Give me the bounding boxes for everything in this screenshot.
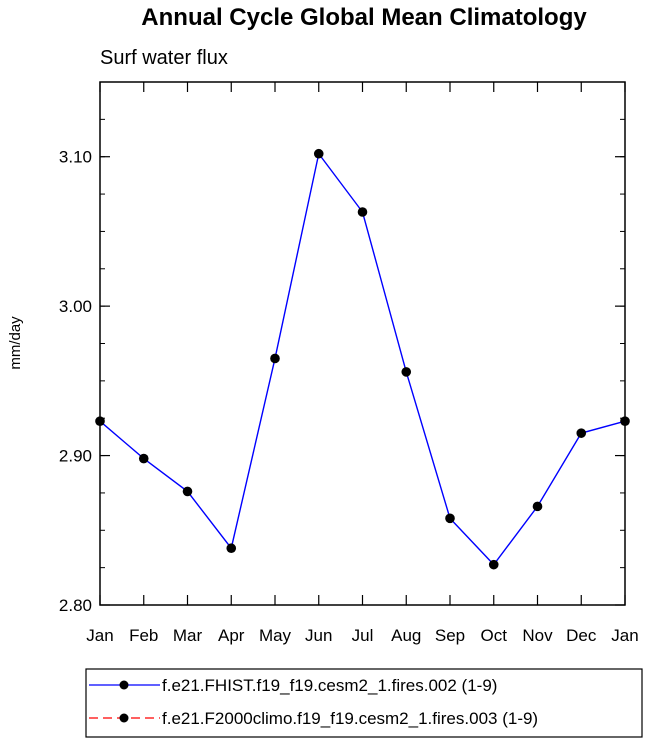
y-tick-label: 2.90 <box>59 447 92 466</box>
plot-frame <box>99 81 626 606</box>
data-point <box>313 148 324 159</box>
y-tick-label: 2.80 <box>59 596 92 615</box>
y-tick-label: 3.00 <box>59 297 92 316</box>
legend-marker-series-1 <box>119 680 129 690</box>
legend-marker-series-2 <box>119 713 129 723</box>
x-tick-label: Nov <box>522 626 553 645</box>
x-tick-label: Mar <box>173 626 203 645</box>
x-tick-label: Dec <box>566 626 597 645</box>
y-axis-label: mm/day <box>7 316 24 370</box>
data-point <box>620 416 630 427</box>
data-point <box>357 207 368 217</box>
x-tick-label: Jul <box>352 626 374 645</box>
data-point <box>488 559 499 570</box>
x-tick-label: Oct <box>481 626 508 645</box>
data-point <box>95 416 105 427</box>
x-tick-label: May <box>259 626 292 645</box>
data-point <box>576 428 587 438</box>
x-tick-label: Jan <box>611 626 638 645</box>
data-point <box>138 453 149 464</box>
x-ticks: Jan Feb Mar Apr May Jun Jul Aug Sep Oct Nov Dec Jan <box>86 82 639 645</box>
data-point <box>532 501 543 512</box>
x-tick-label: Feb <box>129 626 158 645</box>
data-point <box>182 486 193 497</box>
y-ticks: 2.80 2.90 3.00 3.10 <box>59 148 625 615</box>
series-layer <box>95 148 630 570</box>
x-tick-label: Jan <box>86 626 113 645</box>
data-point <box>270 353 280 364</box>
legend-label-series-2: f.e21.F2000climo.f19_f19.cesm2_1.fires.0… <box>162 709 538 728</box>
minor-ticks <box>100 81 625 606</box>
chart-title: Annual Cycle Global Mean Climatology <box>141 4 587 31</box>
chart-subtitle: Surf water flux <box>100 47 228 69</box>
y-tick-label: 3.10 <box>59 148 92 167</box>
x-tick-label: Sep <box>435 626 465 645</box>
x-tick-label: Jun <box>305 626 332 645</box>
x-tick-label: Apr <box>218 626 245 645</box>
data-point <box>226 543 237 554</box>
x-tick-label: Aug <box>391 626 421 645</box>
data-point <box>401 367 412 377</box>
data-point <box>445 513 455 524</box>
legend-label-series-1: f.e21.FHIST.f19_f19.cesm2_1.fires.002 (1… <box>162 676 497 695</box>
legend-box <box>85 668 643 738</box>
